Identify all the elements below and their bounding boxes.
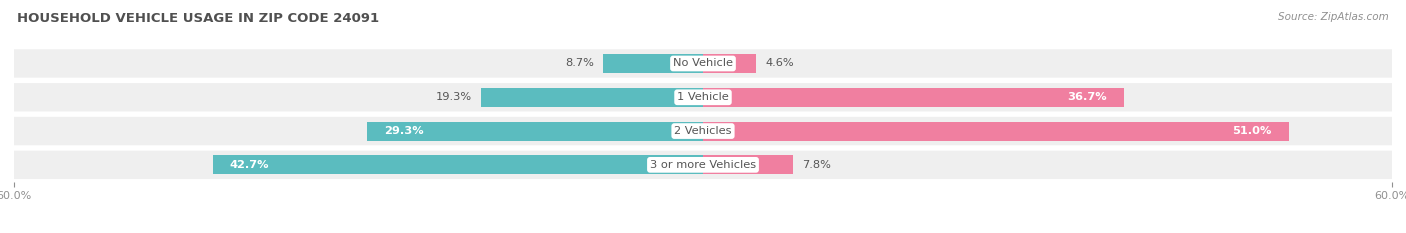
Text: 36.7%: 36.7%: [1067, 92, 1107, 102]
Text: Source: ZipAtlas.com: Source: ZipAtlas.com: [1278, 12, 1389, 22]
Bar: [703, 122, 1289, 140]
Text: 42.7%: 42.7%: [231, 160, 270, 170]
Text: 4.6%: 4.6%: [765, 58, 793, 69]
FancyBboxPatch shape: [14, 151, 1392, 179]
Text: 8.7%: 8.7%: [565, 58, 593, 69]
Bar: [703, 155, 793, 174]
Text: 19.3%: 19.3%: [436, 92, 472, 102]
FancyBboxPatch shape: [14, 83, 1392, 111]
Text: HOUSEHOLD VEHICLE USAGE IN ZIP CODE 24091: HOUSEHOLD VEHICLE USAGE IN ZIP CODE 2409…: [17, 12, 380, 25]
Bar: [481, 88, 703, 107]
Bar: [212, 155, 703, 174]
Text: 51.0%: 51.0%: [1232, 126, 1271, 136]
FancyBboxPatch shape: [14, 49, 1392, 78]
Text: 3 or more Vehicles: 3 or more Vehicles: [650, 160, 756, 170]
Text: 2 Vehicles: 2 Vehicles: [675, 126, 731, 136]
Text: 1 Vehicle: 1 Vehicle: [678, 92, 728, 102]
Bar: [703, 54, 756, 73]
Text: No Vehicle: No Vehicle: [673, 58, 733, 69]
FancyBboxPatch shape: [14, 117, 1392, 145]
Text: 29.3%: 29.3%: [384, 126, 423, 136]
Text: 7.8%: 7.8%: [801, 160, 831, 170]
Bar: [703, 88, 1125, 107]
Bar: [603, 54, 703, 73]
Bar: [367, 122, 703, 140]
